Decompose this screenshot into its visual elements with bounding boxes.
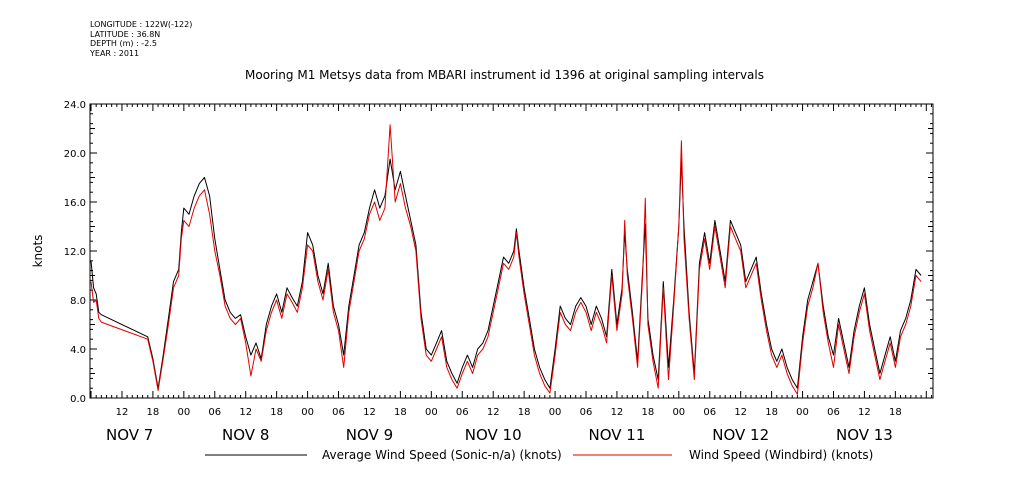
- x-day-label: NOV 11: [588, 426, 645, 444]
- year-line: YEAR : 2011: [90, 48, 140, 58]
- x-tick-label: 12: [363, 407, 376, 418]
- plot-frame: [89, 103, 934, 399]
- latitude-line: LATITUDE : 36.8N: [90, 29, 161, 39]
- x-tick-label: 18: [889, 407, 902, 418]
- x-tick-label: 18: [394, 407, 407, 418]
- axis-labels: 0.0 4.0 8.0 12.0 16.0 20.0 24.0 12 18 00 06 12 18 00 0…: [64, 100, 902, 444]
- x-tick-label: 06: [456, 407, 469, 418]
- x-tick-label: 18: [147, 407, 160, 418]
- depth-line: DEPTH (m) : -2.5: [90, 39, 157, 48]
- x-tick-label: 06: [332, 407, 345, 418]
- x-tick-label: 06: [208, 407, 221, 418]
- x-tick-label: 12: [734, 407, 747, 418]
- legend-label-windbird: Wind Speed (Windbird) (knots): [689, 448, 873, 462]
- x-day-label: NOV 13: [836, 426, 893, 444]
- longitude-line: LONGITUDE : 122W(-122): [90, 20, 193, 29]
- x-tick-label: 00: [672, 407, 685, 418]
- legend-label-sonic: Average Wind Speed (Sonic-n/a) (knots): [322, 448, 562, 462]
- x-tick-label: 06: [827, 407, 840, 418]
- x-day-label: NOV 7: [106, 426, 153, 444]
- metadata-block: LONGITUDE : 122W(-122) LATITUDE : 36.8N …: [90, 20, 192, 58]
- y-tick-label: 4.0: [70, 345, 86, 356]
- x-tick-label: 00: [177, 407, 190, 418]
- x-day-label: NOV 12: [712, 426, 769, 444]
- x-day-label: NOV 10: [465, 426, 522, 444]
- y-tick-label: 24.0: [64, 100, 86, 111]
- x-tick-label: 12: [116, 407, 129, 418]
- y-tick-label: 12.0: [64, 247, 86, 258]
- chart-title: Mooring M1 Metsys data from MBARI instru…: [245, 68, 764, 82]
- y-tick-label: 16.0: [64, 198, 86, 209]
- x-tick-label: 00: [549, 407, 562, 418]
- x-tick-label: 00: [301, 407, 314, 418]
- x-tick-label: 18: [642, 407, 655, 418]
- y-tick-label: 20.0: [64, 149, 86, 160]
- x-tick-label: 12: [611, 407, 624, 418]
- x-day-label: NOV 9: [346, 426, 393, 444]
- y-tick-label: 0.0: [70, 394, 86, 405]
- x-tick-label: 12: [487, 407, 500, 418]
- legend: Average Wind Speed (Sonic-n/a) (knots) Wi…: [205, 448, 873, 462]
- x-tick-label: 06: [580, 407, 593, 418]
- x-tick-label: 12: [858, 407, 871, 418]
- y-axis-label: knots: [31, 235, 45, 268]
- series-line-sonic: [90, 158, 922, 389]
- x-day-label: NOV 8: [222, 426, 269, 444]
- y-tick-label: 8.0: [70, 296, 86, 307]
- x-tick-label: 00: [796, 407, 809, 418]
- x-tick-label: 12: [239, 407, 252, 418]
- x-tick-label: 06: [703, 407, 716, 418]
- series-line-windbird: [90, 124, 922, 395]
- series-lines: [90, 124, 922, 395]
- x-tick-label: 18: [518, 407, 531, 418]
- x-tick-label: 18: [765, 407, 778, 418]
- x-tick-label: 18: [270, 407, 283, 418]
- x-tick-label: 00: [425, 407, 438, 418]
